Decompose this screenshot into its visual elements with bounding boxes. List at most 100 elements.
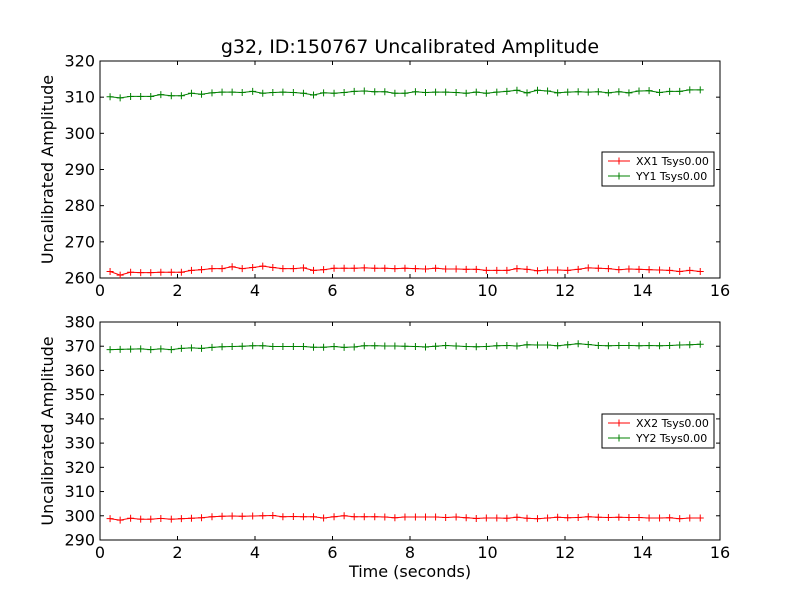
top-x-tick-label: 14 [632, 281, 652, 300]
top-data-point [696, 86, 704, 94]
bottom-data-point [625, 341, 633, 349]
bottom-y-tick-label: 330 [64, 434, 95, 453]
bottom-data-point [696, 514, 704, 522]
top-data-point [635, 265, 643, 273]
top-data-point [269, 264, 277, 272]
top-x-tick-label: 4 [250, 281, 260, 300]
top-data-point [127, 268, 135, 276]
bottom-data-point [279, 513, 287, 521]
bottom-data-point [167, 346, 175, 354]
top-data-point [686, 266, 694, 274]
bottom-legend-box [601, 413, 715, 449]
top-x-tick-label: 10 [477, 281, 497, 300]
top-data-point [584, 88, 592, 96]
bottom-x-tick-label: 14 [632, 543, 652, 562]
bottom-data-point [228, 512, 236, 520]
bottom-data-point [259, 342, 267, 350]
bottom-data-point [564, 341, 572, 349]
bottom-legend-marker [615, 419, 623, 427]
bottom-data-point [645, 341, 653, 349]
top-data-point [666, 87, 674, 95]
top-x-tick-label: 0 [95, 281, 105, 300]
bottom-data-point [615, 341, 623, 349]
top-data-point [432, 264, 440, 272]
top-data-point [259, 262, 267, 270]
top-data-point [462, 265, 470, 273]
bottom-data-point [391, 514, 399, 522]
top-panel: 0 2 4 6 8 10 12 14 16 260 270 280 290 300 310 320 Uncali… [38, 52, 730, 301]
top-data-point [482, 266, 490, 274]
top-data-point [442, 265, 450, 273]
top-data-point [167, 268, 175, 276]
bottom-data-point [249, 512, 257, 520]
top-data-point [137, 269, 145, 277]
top-data-point [411, 265, 419, 273]
top-data-point [594, 88, 602, 96]
bottom-data-point [320, 514, 328, 522]
bottom-data-point [676, 341, 684, 349]
top-data-point [442, 88, 450, 96]
top-y-tick-label: 260 [64, 269, 95, 288]
bottom-data-point [177, 515, 185, 523]
bottom-data-point [574, 340, 582, 348]
bottom-data-point [360, 342, 368, 350]
bottom-data-point [401, 342, 409, 350]
bottom-data-point [442, 513, 450, 521]
bottom-data-point [666, 341, 674, 349]
top-data-point [493, 88, 501, 96]
bottom-data-point [371, 342, 379, 350]
top-data-point [432, 88, 440, 96]
bottom-data-point [635, 342, 643, 350]
top-data-point [330, 89, 338, 97]
bottom-data-point [401, 513, 409, 521]
bottom-data-point [371, 513, 379, 521]
top-data-point [208, 89, 216, 97]
top-data-point [686, 86, 694, 94]
top-data-point [238, 88, 246, 96]
bottom-data-point [422, 513, 429, 521]
top-data-point [228, 263, 236, 271]
bottom-data-point [544, 514, 552, 522]
top-data-point [208, 265, 216, 273]
top-data-point [238, 265, 246, 273]
bottom-data-point [604, 342, 612, 350]
top-data-point [533, 86, 541, 94]
top-data-point [676, 267, 684, 275]
top-data-point [554, 266, 562, 274]
top-legend-label: YY1 Tsys0.00 [635, 170, 707, 183]
top-data-point [310, 91, 318, 99]
bottom-data-point [686, 514, 694, 522]
chart-title: g32, ID:150767 Uncalibrated Amplitude [221, 36, 599, 58]
bottom-data-point [320, 343, 328, 351]
bottom-data-point [147, 346, 155, 354]
bottom-data-point [554, 342, 562, 350]
x-axis-label: Time (seconds) [348, 562, 471, 581]
top-data-point [472, 265, 480, 273]
top-data-point [157, 91, 165, 99]
top-data-point [350, 87, 358, 95]
top-data-point [350, 264, 358, 272]
bottom-data-point [503, 514, 511, 522]
bottom-data-point [422, 343, 429, 351]
bottom-data-point [208, 343, 216, 351]
top-data-point [381, 264, 389, 272]
bottom-data-point [259, 512, 267, 520]
top-data-point [177, 92, 185, 100]
top-legend-marker [615, 157, 623, 165]
top-data-point [228, 88, 236, 96]
top-data-point [279, 265, 287, 273]
bottom-data-point [350, 513, 358, 521]
top-data-point [411, 88, 419, 96]
top-y-tick-label: 300 [64, 124, 95, 143]
bottom-data-point [625, 513, 633, 521]
bottom-data-point [564, 514, 572, 522]
top-data-point [615, 88, 623, 96]
bottom-data-point [513, 513, 521, 521]
top-data-point [371, 264, 379, 272]
top-data-point [360, 87, 368, 95]
bottom-data-point [584, 513, 592, 521]
top-data-point [574, 265, 582, 273]
top-data-point [198, 90, 206, 98]
top-data-point [289, 88, 297, 96]
